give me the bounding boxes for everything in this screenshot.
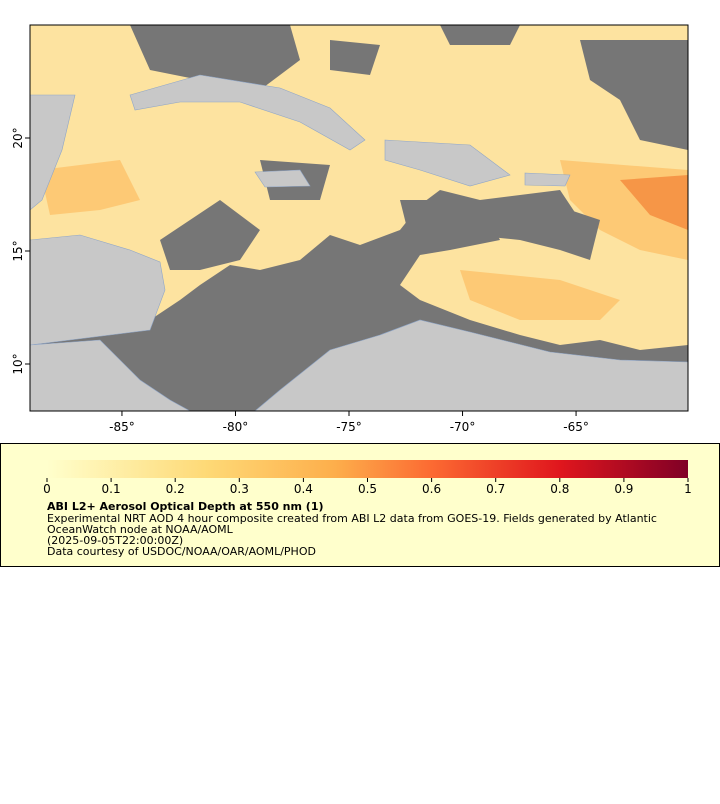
lat-tick-label: 10° <box>11 353 25 374</box>
lon-tick-label: -75° <box>336 420 362 434</box>
legend-line: Experimental NRT AOD 4 hour composite cr… <box>47 512 657 525</box>
colorbar-tick-label: 0.5 <box>358 482 377 496</box>
colorbar-tick-label: 0.9 <box>614 482 633 496</box>
aerosol-peak <box>620 175 688 230</box>
colorbar-tick-label: 0.3 <box>230 482 249 496</box>
colorbar-tick-label: 0.8 <box>550 482 569 496</box>
lon-tick-label: -70° <box>450 420 476 434</box>
colorbar <box>47 460 688 478</box>
colorbar-tick-label: 0.6 <box>422 482 441 496</box>
lat-tick-label: 15° <box>11 240 25 261</box>
lon-tick-label: -80° <box>223 420 249 434</box>
colorbar-tick-label: 1 <box>684 482 692 496</box>
colorbar-tick-label: 0 <box>43 482 51 496</box>
aerosol-high <box>40 160 688 320</box>
axes: -85° -80° -75° -70° -65° 10° 15° 20° <box>11 127 589 434</box>
colorbar-tick-label: 0.1 <box>102 482 121 496</box>
lon-tick-label: -65° <box>563 420 589 434</box>
lon-tick-label: -85° <box>109 420 135 434</box>
map-image <box>30 25 688 411</box>
legend-line: (2025-09-05T22:00:00Z) <box>47 534 183 547</box>
legend-line: Data courtesy of USDOC/NOAA/OAR/AOML/PHO… <box>47 545 316 558</box>
no-data-patch <box>130 25 688 270</box>
colorbar-tick-label: 0.7 <box>486 482 505 496</box>
legend-line: OceanWatch node at NOAA/AOML <box>47 523 234 536</box>
lat-tick-label: 20° <box>11 127 25 148</box>
legend-title: ABI L2+ Aerosol Optical Depth at 550 nm … <box>47 500 324 513</box>
colorbar-ticks: 0 0.1 0.2 0.3 0.4 0.5 0.6 0.7 0.8 0.9 1 <box>43 478 692 496</box>
land <box>30 74 688 411</box>
colorbar-tick-label: 0.4 <box>294 482 313 496</box>
map-frame <box>29 24 689 412</box>
colorbar-tick-label: 0.2 <box>166 482 185 496</box>
